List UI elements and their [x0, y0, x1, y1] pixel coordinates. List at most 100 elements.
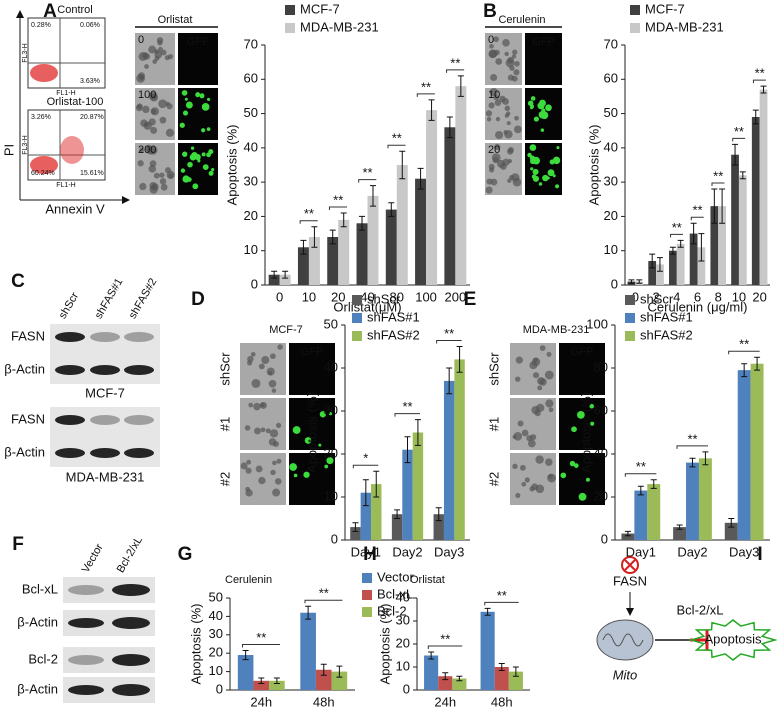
- cell: [140, 119, 148, 127]
- cell: [150, 126, 158, 134]
- significance-bracket: [299, 220, 318, 224]
- gfp-cell: [211, 168, 215, 172]
- cell: [517, 420, 524, 427]
- error-bar: [352, 522, 359, 532]
- gfp-cell: [571, 426, 577, 433]
- gfp-cell: [546, 176, 550, 180]
- cell: [509, 65, 515, 71]
- quadrant-value: 20.87%: [80, 114, 104, 121]
- bar: [338, 219, 350, 285]
- bar: [391, 514, 403, 540]
- error-bar: [258, 677, 265, 685]
- y-tick-label: 30: [324, 402, 338, 417]
- image-channel: GFP: [571, 346, 594, 358]
- diagram-label: FASN: [613, 573, 647, 588]
- axis-title: PI: [1, 144, 16, 156]
- bar: [297, 247, 309, 285]
- cell: [168, 173, 174, 179]
- cell: [265, 428, 271, 434]
- significance: **: [319, 586, 329, 601]
- y-tick-label: 40: [244, 139, 258, 154]
- legend-swatch: [285, 23, 295, 33]
- legend-label: Vector: [377, 569, 415, 584]
- significance: **: [256, 630, 266, 645]
- cell: [258, 476, 266, 485]
- y-tick-label: 40: [396, 589, 410, 604]
- cell: [511, 54, 517, 59]
- gfp-cell: [552, 156, 561, 165]
- significance: *: [363, 451, 368, 466]
- image-row-label: shScr: [217, 352, 232, 386]
- significance: **: [755, 66, 765, 81]
- cell-line: MCF-7: [269, 324, 303, 336]
- x-tick-label: 0: [632, 289, 639, 304]
- bar: [426, 110, 438, 286]
- apoptosis-burst: [688, 619, 777, 661]
- bar: [253, 680, 270, 690]
- x-axis-title: Orlistat(μM): [333, 299, 401, 314]
- legend-swatch: [625, 313, 635, 323]
- lane-label: shScr: [57, 290, 82, 321]
- bar: [647, 484, 661, 540]
- legend-label: shFAS#1: [640, 309, 693, 324]
- x-tick-label: Day2: [677, 544, 707, 559]
- cell: [495, 130, 504, 140]
- blot-band: [55, 415, 85, 425]
- cell: [270, 353, 276, 360]
- lane-label: shFAS#2: [127, 276, 160, 321]
- bar: [738, 175, 747, 285]
- cell: [485, 110, 493, 117]
- significance-bracket: [352, 464, 379, 469]
- gfp-cell: [578, 492, 587, 501]
- y-tick-label: 40: [604, 139, 618, 154]
- bar: [268, 274, 280, 285]
- blot-band: [68, 685, 104, 695]
- bar: [433, 514, 444, 540]
- blot-band: [124, 365, 154, 375]
- image-row-label: 0: [488, 34, 494, 46]
- cell: [528, 439, 536, 448]
- cell: [521, 429, 529, 437]
- cell: [537, 377, 545, 385]
- cell: [275, 422, 282, 428]
- gfp-cell: [185, 101, 193, 109]
- cell: [165, 101, 170, 106]
- flow-population: [60, 136, 84, 164]
- cell: [495, 58, 503, 65]
- y-tick-label: 70: [604, 36, 618, 51]
- cell: [491, 153, 501, 162]
- y-axis-title: Apoptosis (%): [377, 604, 392, 685]
- cell: [247, 355, 254, 363]
- significance-bracket: [752, 79, 766, 84]
- error-bar: [677, 239, 684, 248]
- gfp-cell: [529, 144, 537, 151]
- error-bar: [656, 257, 663, 272]
- bar: [315, 669, 332, 690]
- x-tick-label: 48h: [313, 694, 335, 709]
- gfp-cell: [182, 175, 190, 183]
- y-tick-label: 20: [594, 488, 608, 503]
- x-tick-label: Day1: [626, 544, 656, 559]
- error-bar: [754, 356, 761, 371]
- cell: [514, 60, 520, 67]
- x-tick-label: 20: [331, 289, 345, 304]
- bar: [621, 533, 635, 540]
- legend-label: Bcl-xL: [377, 586, 413, 601]
- cell: [160, 183, 168, 191]
- image-row-label: #1: [486, 417, 501, 431]
- significance-bracket: [711, 182, 725, 186]
- gfp-cell: [589, 403, 595, 409]
- gfp-cell: [545, 104, 552, 112]
- bar: [327, 237, 339, 285]
- error-bar: [428, 99, 435, 121]
- flow-axis: FL1-H: [56, 182, 75, 189]
- bar: [443, 380, 455, 540]
- flow-axis: FL1-H: [56, 90, 75, 97]
- blot-band: [124, 415, 154, 425]
- y-tick-label: 30: [396, 612, 410, 627]
- cell: [547, 473, 557, 483]
- legend-label: shScr: [367, 291, 401, 306]
- blot-band: [90, 448, 120, 458]
- legend-label: shFAS#2: [367, 327, 420, 342]
- error-bar: [373, 470, 380, 498]
